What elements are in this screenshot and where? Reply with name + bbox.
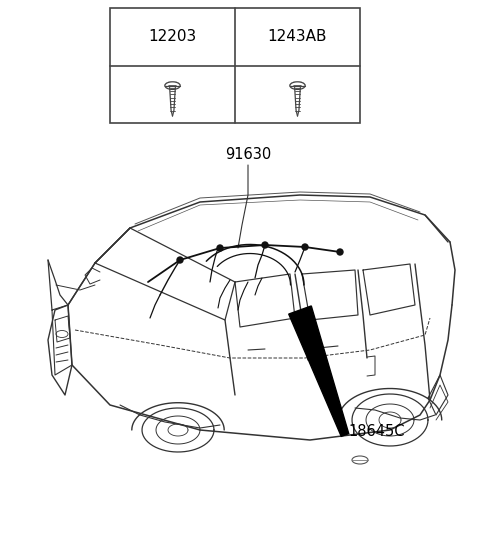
Circle shape <box>262 242 268 248</box>
Circle shape <box>337 249 343 255</box>
Text: 91630: 91630 <box>225 147 271 162</box>
Polygon shape <box>165 82 180 86</box>
Polygon shape <box>288 306 349 436</box>
Text: 18645C: 18645C <box>348 424 405 440</box>
Circle shape <box>217 245 223 251</box>
Circle shape <box>302 244 308 250</box>
Text: 1243AB: 1243AB <box>268 29 327 44</box>
Text: 12203: 12203 <box>148 29 197 44</box>
Polygon shape <box>290 82 305 86</box>
Bar <box>110 8 360 123</box>
Circle shape <box>177 257 183 263</box>
